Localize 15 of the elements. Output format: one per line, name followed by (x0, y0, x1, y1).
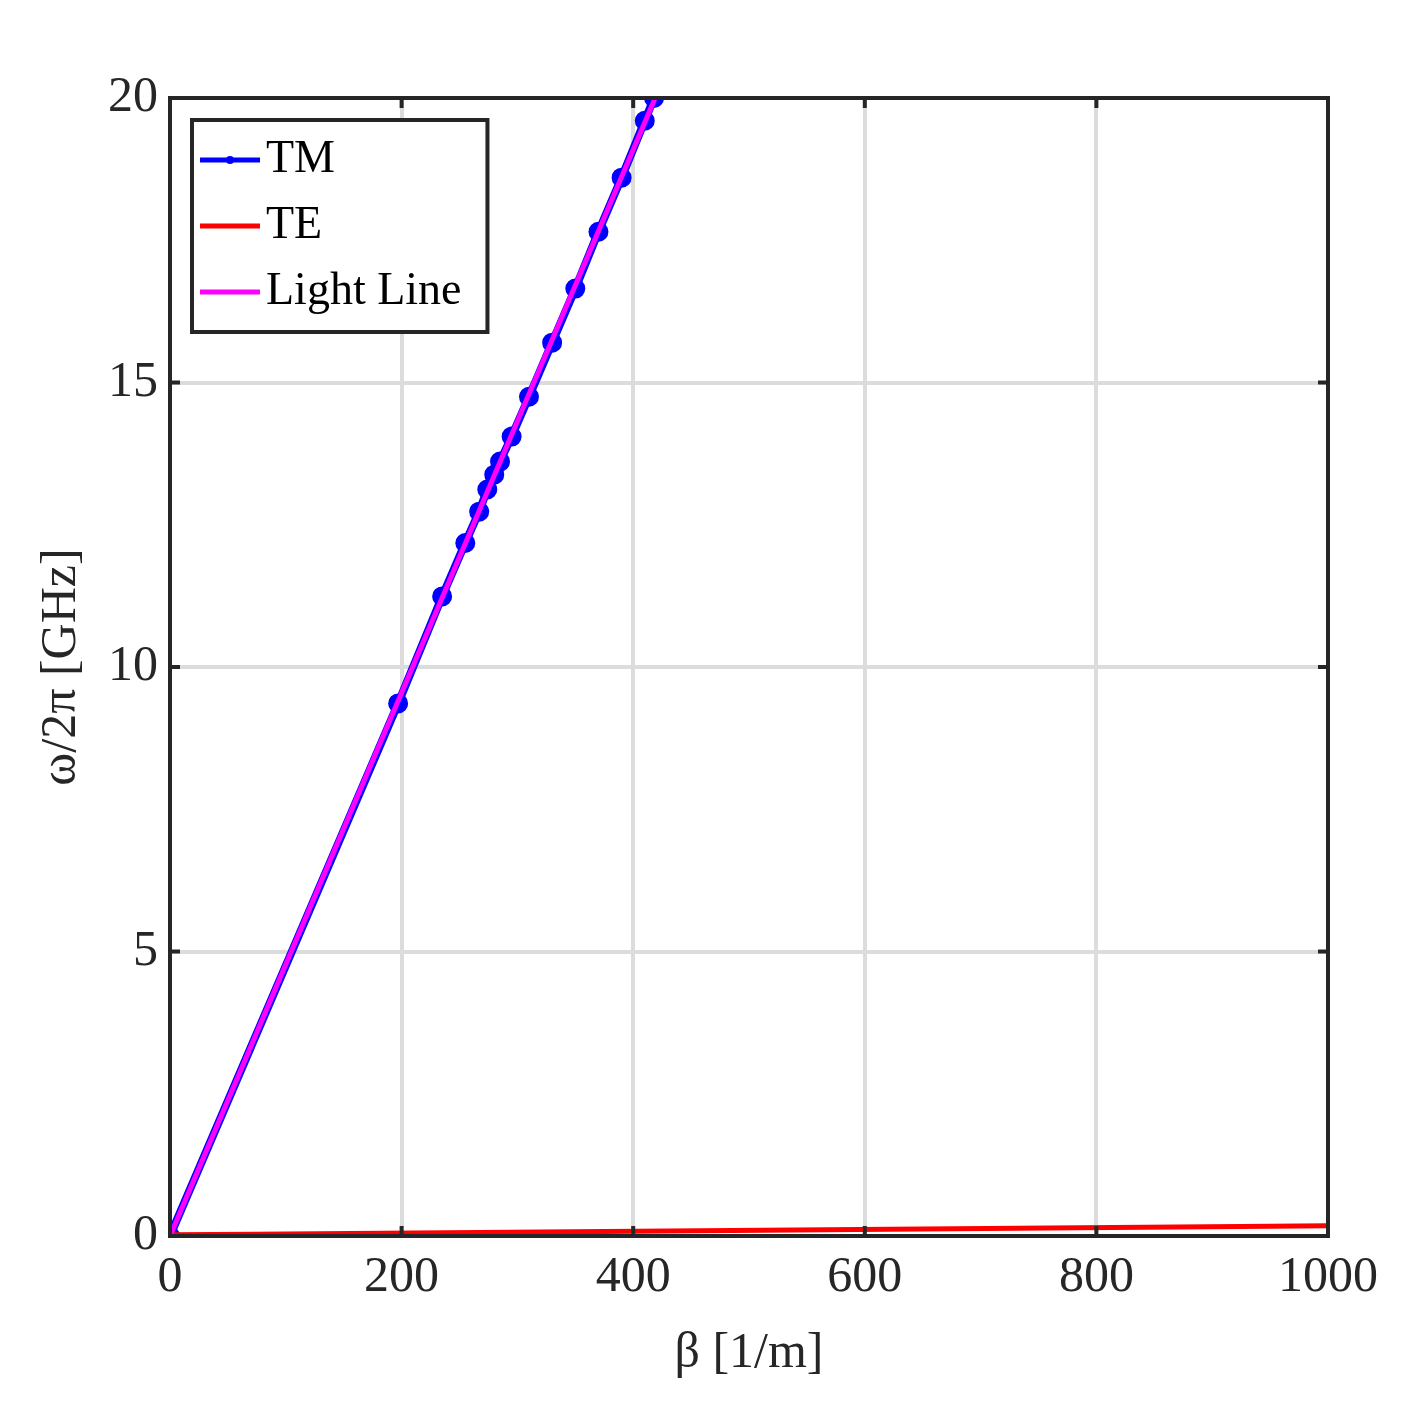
y-tick-label: 5 (133, 919, 158, 976)
x-tick-label: 800 (1058, 1246, 1134, 1303)
x-tick-label: 1000 (1278, 1246, 1378, 1303)
legend-label: Light Line (266, 263, 462, 315)
x-axis-title: β [1/m] (674, 1322, 824, 1379)
x-tick-label: 600 (827, 1246, 903, 1303)
legend-label: TM (266, 131, 335, 183)
y-tick-label: 10 (108, 635, 158, 692)
x-tick-label: 400 (595, 1246, 671, 1303)
y-axis-title: ω/2π [GHz] (30, 548, 87, 786)
y-tick-label: 20 (108, 66, 158, 123)
y-tick-label: 15 (108, 350, 158, 407)
y-tick-label: 0 (133, 1204, 158, 1261)
x-tick-label: 200 (364, 1246, 440, 1303)
legend-label: TE (266, 197, 323, 249)
